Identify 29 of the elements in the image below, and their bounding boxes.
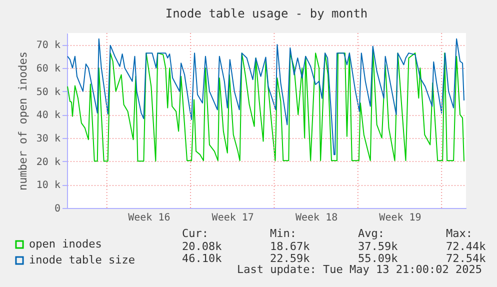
text: 46.10k	[182, 252, 222, 265]
legend-label: inode table size	[29, 254, 135, 266]
text: 37.59k	[358, 240, 398, 252]
text: Min:	[270, 227, 296, 240]
text: 72.44k	[446, 240, 486, 252]
x-tick-label: Week 17	[212, 212, 254, 224]
text: 20.08k	[182, 240, 222, 252]
text: Last update: Tue May 13 21:00:02 2025	[236, 263, 482, 276]
text: 72.54k	[446, 252, 486, 265]
y-tick-label: 0	[54, 204, 60, 214]
y-tick-label: 10 k	[36, 180, 60, 192]
x-tick-label: Week 16	[128, 212, 170, 224]
text: Cur:	[182, 227, 208, 240]
text: 22.59k	[270, 252, 310, 265]
text: Max:	[446, 227, 472, 240]
chart-title: Inode table usage - by month	[165, 6, 368, 20]
x-tick-label: Week 18	[295, 212, 338, 224]
text: 55.09k	[358, 252, 398, 265]
y-tick-label: 40 k	[36, 110, 60, 122]
x-tick-label: Week 19	[379, 212, 422, 224]
y-tick-label: 20 k	[36, 156, 60, 168]
y-tick-label: 30 k	[36, 134, 60, 144]
legend-label: open inodes	[29, 238, 102, 250]
y-tick-label: 60 k	[36, 64, 60, 74]
y-axis-title: number of open inodes	[16, 51, 30, 191]
text: 18.67k	[270, 240, 310, 252]
text: Avg:	[358, 227, 384, 240]
y-tick-label: 50 k	[36, 86, 60, 98]
y-tick-label: 70 k	[36, 40, 60, 52]
